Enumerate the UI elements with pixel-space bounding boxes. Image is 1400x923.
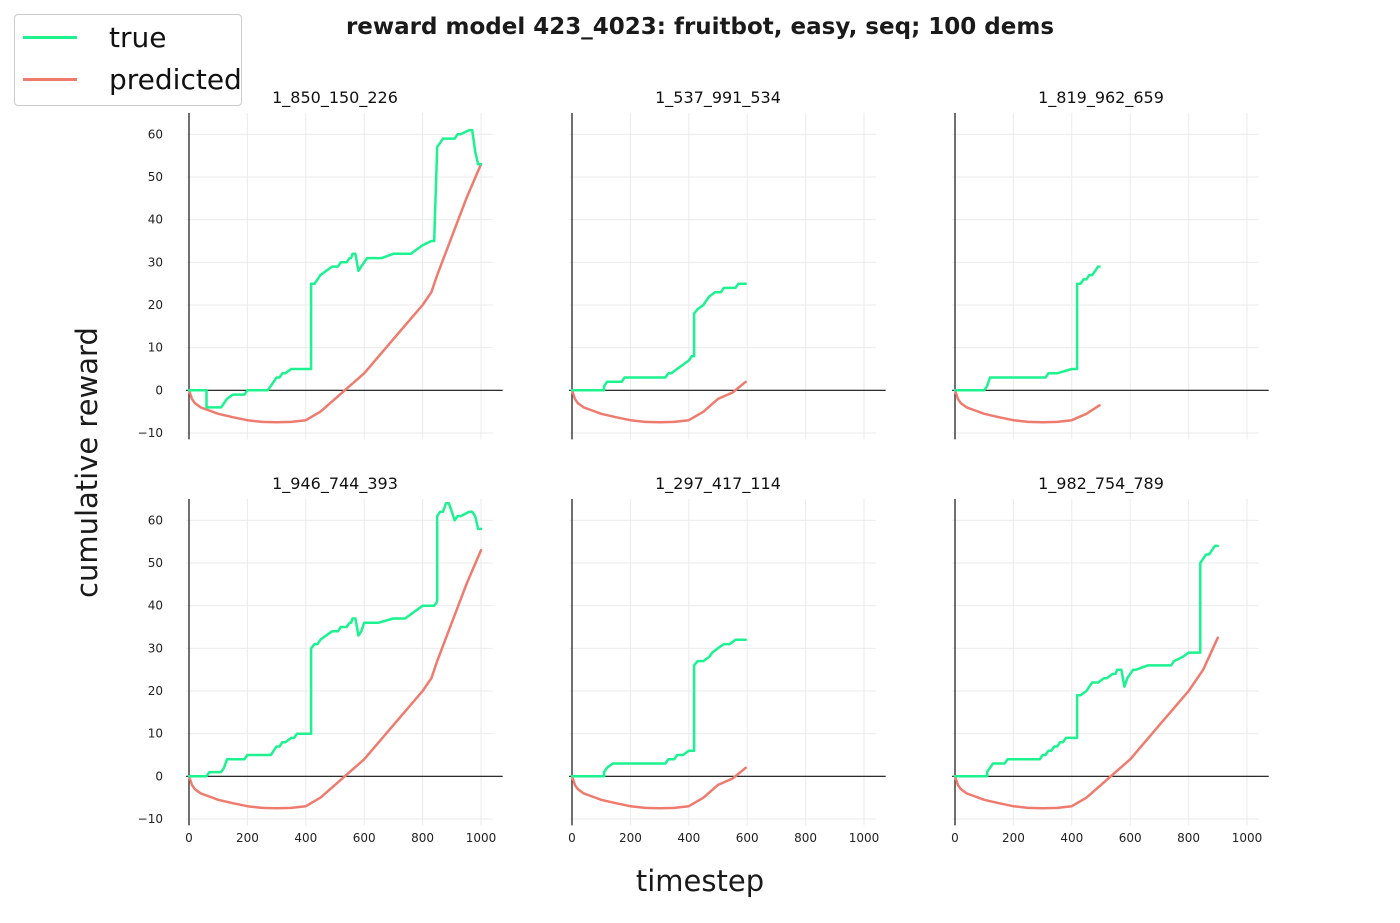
x-tick-label: 400: [677, 831, 700, 845]
y-axis-label: cumulative reward: [70, 326, 104, 598]
x-tick-label: 0: [951, 831, 959, 845]
y-tick-label: 20: [148, 684, 163, 698]
series-line-true: [953, 544, 1220, 778]
legend-label-true: true: [109, 20, 167, 54]
panel-title: 1_537_991_534: [655, 88, 781, 108]
legend-entry-predicted: predicted: [23, 59, 242, 99]
panel-title: 1_850_150_226: [272, 88, 398, 108]
x-tick-label: 200: [1002, 831, 1025, 845]
series-line-true: [187, 502, 483, 778]
y-tick-label: 60: [148, 513, 163, 527]
x-tick-label: 400: [1060, 831, 1083, 845]
series-line-predicted: [953, 636, 1220, 810]
x-tick-label: 600: [353, 831, 376, 845]
y-tick-label: 0: [155, 769, 163, 783]
panel-title: 1_946_744_393: [272, 474, 398, 494]
x-tick-label: 0: [568, 831, 576, 845]
x-tick-label: 1000: [1232, 831, 1263, 845]
legend-swatch-true: [23, 35, 77, 39]
figure-title: reward model 423_4023: fruitbot, easy, s…: [345, 14, 1055, 40]
panel-6: 0 200 400 600 800 1000 1_982_754_789: [951, 474, 1269, 845]
y-tick-label: 40: [148, 599, 163, 613]
panel-title: 1_297_417_114: [655, 474, 781, 494]
x-tick-label: 400: [294, 831, 317, 845]
y-tick-label: 50: [148, 170, 163, 184]
y-tick-label: 30: [148, 255, 163, 269]
panel-2: 1_537_991_534: [569, 88, 886, 440]
x-tick-label: 1000: [466, 831, 497, 845]
y-tick-label: −10: [138, 812, 163, 826]
panel-title: 1_982_754_789: [1038, 474, 1164, 494]
series-line-predicted: [570, 766, 747, 810]
x-tick-label: 800: [794, 831, 817, 845]
y-tick-label: 30: [148, 641, 163, 655]
panel-title: 1_819_962_659: [1038, 88, 1164, 108]
y-tick-label: 10: [148, 341, 163, 355]
series-line-true: [570, 638, 747, 778]
series-line-predicted: [187, 548, 483, 810]
series-line-predicted: [187, 162, 483, 424]
y-tick-label: 60: [148, 127, 163, 141]
x-tick-label: 0: [185, 831, 193, 845]
y-tick-label: −10: [138, 426, 163, 440]
legend-label-predicted: predicted: [109, 62, 242, 96]
series-line-true: [570, 282, 747, 392]
legend: true predicted: [14, 14, 242, 106]
panel-3: 1_819_962_659: [952, 88, 1269, 440]
panel-1: −10 0 10 20 30 40 50 60 1_850_150_226: [138, 88, 503, 440]
series-line-predicted: [570, 380, 747, 424]
x-tick-label: 600: [1119, 831, 1142, 845]
y-tick-label: 40: [148, 213, 163, 227]
x-tick-label: 200: [236, 831, 259, 845]
series-line-true: [187, 128, 483, 409]
legend-swatch-predicted: [23, 77, 77, 81]
series-line-true: [953, 265, 1101, 392]
series-line-predicted: [953, 389, 1101, 424]
legend-entry-true: true: [23, 17, 166, 57]
y-tick-label: 20: [148, 298, 163, 312]
x-tick-label: 1000: [849, 831, 880, 845]
panel-5: 0 200 400 600 800 1000 1_297_417_114: [568, 474, 886, 845]
x-tick-label: 200: [619, 831, 642, 845]
y-tick-label: 50: [148, 556, 163, 570]
x-tick-label: 800: [1177, 831, 1200, 845]
y-tick-label: 0: [155, 383, 163, 397]
x-axis-label: timestep: [635, 864, 765, 898]
x-tick-label: 800: [411, 831, 434, 845]
x-tick-label: 600: [736, 831, 759, 845]
y-tick-label: 10: [148, 727, 163, 741]
